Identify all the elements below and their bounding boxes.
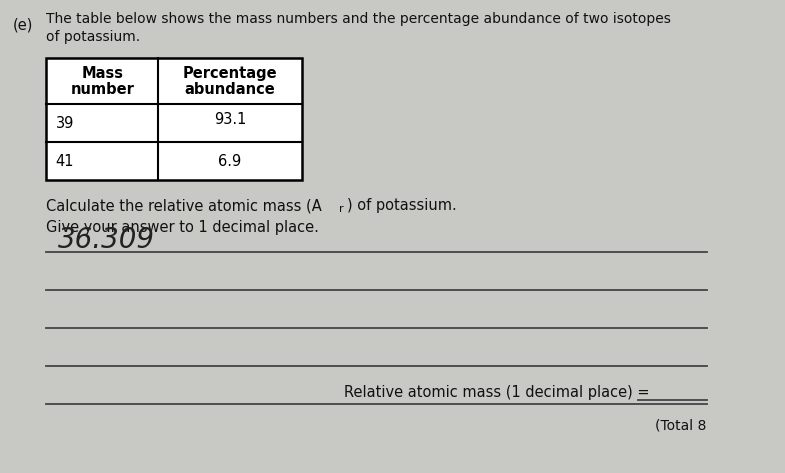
Bar bbox=[46, 58, 302, 180]
Text: number: number bbox=[71, 82, 134, 97]
Text: 6.9: 6.9 bbox=[218, 154, 242, 168]
Text: 36.309: 36.309 bbox=[57, 226, 155, 254]
Text: Calculate the relative atomic mass (A: Calculate the relative atomic mass (A bbox=[46, 198, 322, 213]
Text: Give your answer to 1 decimal place.: Give your answer to 1 decimal place. bbox=[46, 220, 319, 235]
Bar bbox=[46, 58, 302, 180]
Text: of potassium.: of potassium. bbox=[46, 30, 141, 44]
Text: 41: 41 bbox=[56, 154, 75, 168]
Text: 39: 39 bbox=[56, 115, 74, 131]
Text: r: r bbox=[339, 204, 344, 214]
Text: ) of potassium.: ) of potassium. bbox=[347, 198, 457, 213]
Text: 93.1: 93.1 bbox=[214, 112, 246, 126]
Text: Relative atomic mass (1 decimal place) =: Relative atomic mass (1 decimal place) = bbox=[344, 385, 649, 400]
Text: abundance: abundance bbox=[184, 82, 276, 97]
Text: (Total 8: (Total 8 bbox=[655, 418, 707, 432]
Text: The table below shows the mass numbers and the percentage abundance of two isoto: The table below shows the mass numbers a… bbox=[46, 12, 671, 26]
Text: Mass: Mass bbox=[82, 66, 123, 81]
Text: (e): (e) bbox=[13, 18, 34, 33]
Text: Percentage: Percentage bbox=[183, 66, 277, 81]
